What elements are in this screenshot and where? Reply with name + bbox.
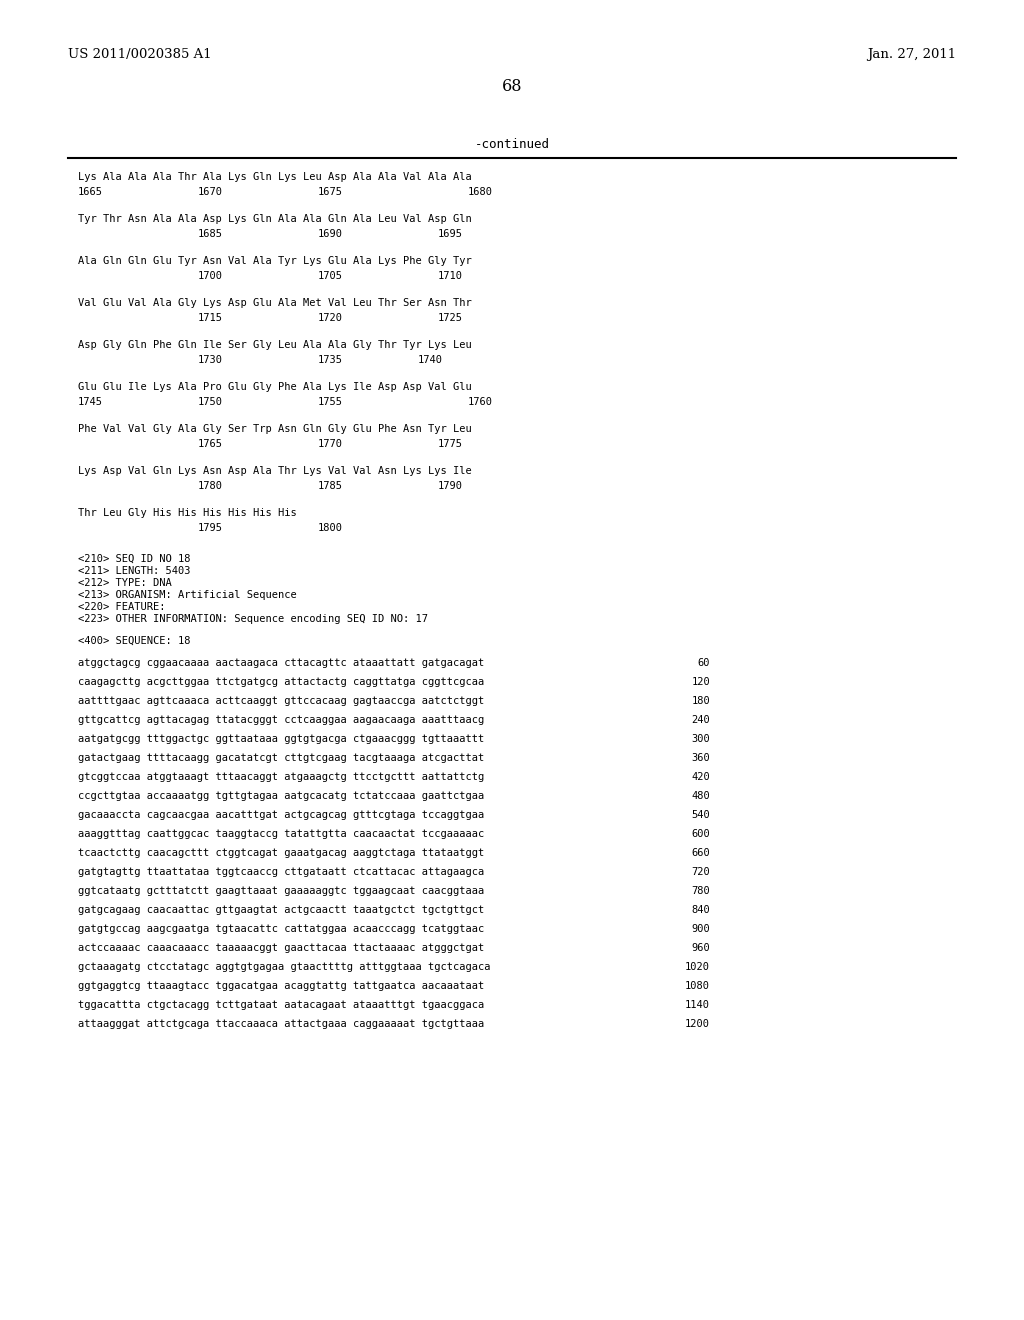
Text: Thr Leu Gly His His His His His His: Thr Leu Gly His His His His His His bbox=[78, 508, 297, 517]
Text: 1730: 1730 bbox=[198, 355, 223, 366]
Text: 240: 240 bbox=[691, 715, 710, 725]
Text: gatgcagaag caacaattac gttgaagtat actgcaactt taaatgctct tgctgttgct: gatgcagaag caacaattac gttgaagtat actgcaa… bbox=[78, 906, 484, 915]
Text: 1680: 1680 bbox=[468, 187, 493, 197]
Text: 420: 420 bbox=[691, 772, 710, 781]
Text: actccaaaac caaacaaacc taaaaacggt gaacttacaa ttactaaaac atgggctgat: actccaaaac caaacaaacc taaaaacggt gaactta… bbox=[78, 942, 484, 953]
Text: 1720: 1720 bbox=[318, 313, 343, 323]
Text: <211> LENGTH: 5403: <211> LENGTH: 5403 bbox=[78, 566, 190, 576]
Text: 1795: 1795 bbox=[198, 523, 223, 533]
Text: Asp Gly Gln Phe Gln Ile Ser Gly Leu Ala Ala Gly Thr Tyr Lys Leu: Asp Gly Gln Phe Gln Ile Ser Gly Leu Ala … bbox=[78, 341, 472, 350]
Text: 1785: 1785 bbox=[318, 480, 343, 491]
Text: 1765: 1765 bbox=[198, 440, 223, 449]
Text: aatgatgcgg tttggactgc ggttaataaa ggtgtgacga ctgaaacggg tgttaaattt: aatgatgcgg tttggactgc ggttaataaa ggtgtga… bbox=[78, 734, 484, 744]
Text: 1800: 1800 bbox=[318, 523, 343, 533]
Text: ccgcttgtaa accaaaatgg tgttgtagaa aatgcacatg tctatccaaa gaattctgaa: ccgcttgtaa accaaaatgg tgttgtagaa aatgcac… bbox=[78, 791, 484, 801]
Text: <212> TYPE: DNA: <212> TYPE: DNA bbox=[78, 578, 172, 587]
Text: 840: 840 bbox=[691, 906, 710, 915]
Text: 780: 780 bbox=[691, 886, 710, 896]
Text: <220> FEATURE:: <220> FEATURE: bbox=[78, 602, 166, 612]
Text: <213> ORGANISM: Artificial Sequence: <213> ORGANISM: Artificial Sequence bbox=[78, 590, 297, 601]
Text: 720: 720 bbox=[691, 867, 710, 876]
Text: Ala Gln Gln Glu Tyr Asn Val Ala Tyr Lys Glu Ala Lys Phe Gly Tyr: Ala Gln Gln Glu Tyr Asn Val Ala Tyr Lys … bbox=[78, 256, 472, 267]
Text: 1080: 1080 bbox=[685, 981, 710, 991]
Text: 1685: 1685 bbox=[198, 228, 223, 239]
Text: Jan. 27, 2011: Jan. 27, 2011 bbox=[867, 48, 956, 61]
Text: 120: 120 bbox=[691, 677, 710, 686]
Text: 1725: 1725 bbox=[438, 313, 463, 323]
Text: 1695: 1695 bbox=[438, 228, 463, 239]
Text: gttgcattcg agttacagag ttatacgggt cctcaaggaa aagaacaaga aaatttaacg: gttgcattcg agttacagag ttatacgggt cctcaag… bbox=[78, 715, 484, 725]
Text: 360: 360 bbox=[691, 752, 710, 763]
Text: atggctagcg cggaacaaaa aactaagaca cttacagttc ataaattatt gatgacagat: atggctagcg cggaacaaaa aactaagaca cttacag… bbox=[78, 657, 484, 668]
Text: <210> SEQ ID NO 18: <210> SEQ ID NO 18 bbox=[78, 554, 190, 564]
Text: 1780: 1780 bbox=[198, 480, 223, 491]
Text: caagagcttg acgcttggaa ttctgatgcg attactactg caggttatga cggttcgcaa: caagagcttg acgcttggaa ttctgatgcg attacta… bbox=[78, 677, 484, 686]
Text: 1140: 1140 bbox=[685, 1001, 710, 1010]
Text: <400> SEQUENCE: 18: <400> SEQUENCE: 18 bbox=[78, 636, 190, 645]
Text: 1705: 1705 bbox=[318, 271, 343, 281]
Text: ggtcataatg gctttatctt gaagttaaat gaaaaaggtc tggaagcaat caacggtaaa: ggtcataatg gctttatctt gaagttaaat gaaaaag… bbox=[78, 886, 484, 896]
Text: gatgtgccag aagcgaatga tgtaacattc cattatggaa acaacccagg tcatggtaac: gatgtgccag aagcgaatga tgtaacattc cattatg… bbox=[78, 924, 484, 935]
Text: 1700: 1700 bbox=[198, 271, 223, 281]
Text: 1675: 1675 bbox=[318, 187, 343, 197]
Text: 1200: 1200 bbox=[685, 1019, 710, 1030]
Text: 1760: 1760 bbox=[468, 397, 493, 407]
Text: 1690: 1690 bbox=[318, 228, 343, 239]
Text: 180: 180 bbox=[691, 696, 710, 706]
Text: 900: 900 bbox=[691, 924, 710, 935]
Text: ggtgaggtcg ttaaagtacc tggacatgaa acaggtattg tattgaatca aacaaataat: ggtgaggtcg ttaaagtacc tggacatgaa acaggta… bbox=[78, 981, 484, 991]
Text: 60: 60 bbox=[697, 657, 710, 668]
Text: 1790: 1790 bbox=[438, 480, 463, 491]
Text: 1020: 1020 bbox=[685, 962, 710, 972]
Text: 600: 600 bbox=[691, 829, 710, 840]
Text: gacaaaccta cagcaacgaa aacatttgat actgcagcag gtttcgtaga tccaggtgaa: gacaaaccta cagcaacgaa aacatttgat actgcag… bbox=[78, 810, 484, 820]
Text: aattttgaac agttcaaaca acttcaaggt gttccacaag gagtaaccga aatctctggt: aattttgaac agttcaaaca acttcaaggt gttccac… bbox=[78, 696, 484, 706]
Text: Glu Glu Ile Lys Ala Pro Glu Gly Phe Ala Lys Ile Asp Asp Val Glu: Glu Glu Ile Lys Ala Pro Glu Gly Phe Ala … bbox=[78, 381, 472, 392]
Text: 1715: 1715 bbox=[198, 313, 223, 323]
Text: gtcggtccaa atggtaaagt tttaacaggt atgaaagctg ttcctgcttt aattattctg: gtcggtccaa atggtaaagt tttaacaggt atgaaag… bbox=[78, 772, 484, 781]
Text: <223> OTHER INFORMATION: Sequence encoding SEQ ID NO: 17: <223> OTHER INFORMATION: Sequence encodi… bbox=[78, 614, 428, 624]
Text: Phe Val Val Gly Ala Gly Ser Trp Asn Gln Gly Glu Phe Asn Tyr Leu: Phe Val Val Gly Ala Gly Ser Trp Asn Gln … bbox=[78, 424, 472, 434]
Text: -continued: -continued bbox=[474, 139, 550, 150]
Text: 1770: 1770 bbox=[318, 440, 343, 449]
Text: 960: 960 bbox=[691, 942, 710, 953]
Text: 68: 68 bbox=[502, 78, 522, 95]
Text: tcaactcttg caacagcttt ctggtcagat gaaatgacag aaggtctaga ttataatggt: tcaactcttg caacagcttt ctggtcagat gaaatga… bbox=[78, 847, 484, 858]
Text: 540: 540 bbox=[691, 810, 710, 820]
Text: attaagggat attctgcaga ttaccaaaca attactgaaa caggaaaaat tgctgttaaa: attaagggat attctgcaga ttaccaaaca attactg… bbox=[78, 1019, 484, 1030]
Text: 480: 480 bbox=[691, 791, 710, 801]
Text: aaaggtttag caattggcac taaggtaccg tatattgtta caacaactat tccgaaaaac: aaaggtttag caattggcac taaggtaccg tatattg… bbox=[78, 829, 484, 840]
Text: 1665: 1665 bbox=[78, 187, 103, 197]
Text: Tyr Thr Asn Ala Ala Asp Lys Gln Ala Ala Gln Ala Leu Val Asp Gln: Tyr Thr Asn Ala Ala Asp Lys Gln Ala Ala … bbox=[78, 214, 472, 224]
Text: gatactgaag ttttacaagg gacatatcgt cttgtcgaag tacgtaaaga atcgacttat: gatactgaag ttttacaagg gacatatcgt cttgtcg… bbox=[78, 752, 484, 763]
Text: 1670: 1670 bbox=[198, 187, 223, 197]
Text: tggacattta ctgctacagg tcttgataat aatacagaat ataaatttgt tgaacggaca: tggacattta ctgctacagg tcttgataat aatacag… bbox=[78, 1001, 484, 1010]
Text: 1735: 1735 bbox=[318, 355, 343, 366]
Text: 1755: 1755 bbox=[318, 397, 343, 407]
Text: 1750: 1750 bbox=[198, 397, 223, 407]
Text: Val Glu Val Ala Gly Lys Asp Glu Ala Met Val Leu Thr Ser Asn Thr: Val Glu Val Ala Gly Lys Asp Glu Ala Met … bbox=[78, 298, 472, 308]
Text: 1740: 1740 bbox=[418, 355, 443, 366]
Text: 300: 300 bbox=[691, 734, 710, 744]
Text: 1710: 1710 bbox=[438, 271, 463, 281]
Text: gatgtagttg ttaattataa tggtcaaccg cttgataatt ctcattacac attagaagca: gatgtagttg ttaattataa tggtcaaccg cttgata… bbox=[78, 867, 484, 876]
Text: gctaaagatg ctcctatagc aggtgtgagaa gtaacttttg atttggtaaa tgctcagaca: gctaaagatg ctcctatagc aggtgtgagaa gtaact… bbox=[78, 962, 490, 972]
Text: 1775: 1775 bbox=[438, 440, 463, 449]
Text: US 2011/0020385 A1: US 2011/0020385 A1 bbox=[68, 48, 212, 61]
Text: Lys Asp Val Gln Lys Asn Asp Ala Thr Lys Val Val Asn Lys Lys Ile: Lys Asp Val Gln Lys Asn Asp Ala Thr Lys … bbox=[78, 466, 472, 477]
Text: Lys Ala Ala Ala Thr Ala Lys Gln Lys Leu Asp Ala Ala Val Ala Ala: Lys Ala Ala Ala Thr Ala Lys Gln Lys Leu … bbox=[78, 172, 472, 182]
Text: 1745: 1745 bbox=[78, 397, 103, 407]
Text: 660: 660 bbox=[691, 847, 710, 858]
